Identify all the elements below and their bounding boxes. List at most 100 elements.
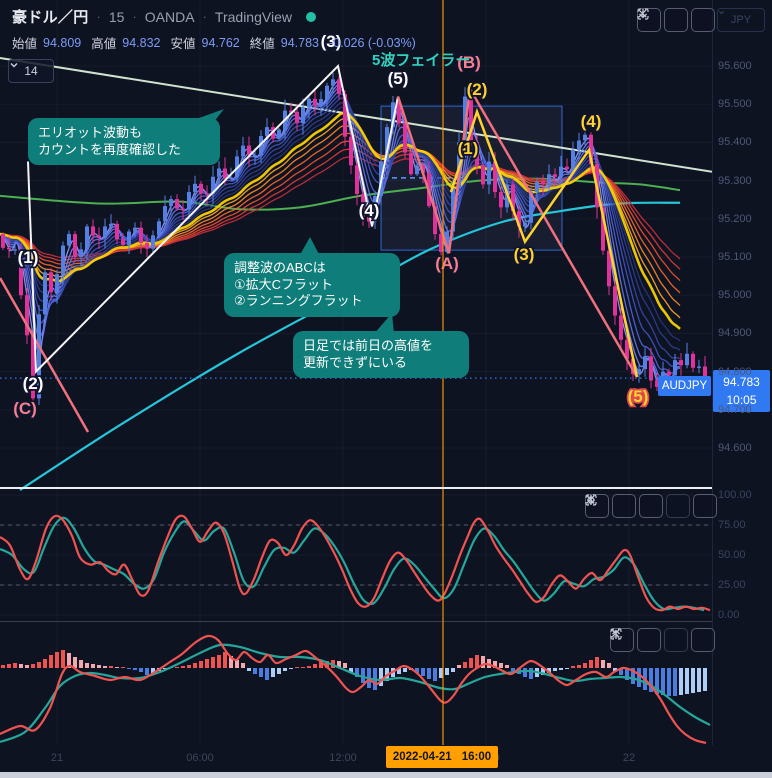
price-axis[interactable]: JPY 94.783 10:05 95.600 95.500 95.400 95.30… (712, 0, 772, 745)
candle-body (187, 192, 191, 210)
move-pane-down-button[interactable] (587, 494, 636, 518)
macd-histogram-bar (265, 668, 269, 680)
candle-body (85, 226, 89, 250)
candle-body (49, 272, 53, 293)
candle-body (451, 188, 455, 232)
wave-label: (3) (321, 32, 342, 51)
wave-degree-selector[interactable]: 14 (8, 59, 54, 83)
candle-body (295, 111, 299, 124)
candle-body (145, 242, 149, 249)
delete-pane-button[interactable] (586, 494, 663, 518)
maximize-pane-button[interactable] (637, 8, 715, 32)
yellow-subwave-line (449, 108, 639, 378)
last-price-chip: 94.783 10:05 (713, 370, 770, 412)
macd-histogram-bar (175, 667, 179, 668)
time-tick: 12:00 (329, 752, 357, 764)
exchange-label[interactable]: OANDA (144, 8, 195, 25)
candle-body (163, 206, 167, 222)
candle-body (523, 222, 527, 227)
candle-body (421, 165, 425, 173)
pane-separator[interactable] (0, 621, 772, 622)
candle-body (619, 315, 623, 340)
chart-canvas[interactable]: (1) (2) (3) (4) (5) (C) (A) (B) (1) (2) (3) (4) (5) (0, 0, 712, 772)
candle-body (685, 353, 689, 366)
macd-histogram-bar (67, 653, 71, 668)
maximize-icon (637, 8, 649, 20)
maximize-pane-button[interactable] (610, 628, 715, 652)
move-pane-up-button[interactable] (610, 628, 634, 652)
macd-histogram-bar (235, 660, 239, 668)
candle-body (37, 314, 41, 399)
macd-histogram-bar (475, 655, 479, 668)
macd-histogram-bar (469, 658, 473, 668)
macd-histogram-bar (187, 665, 191, 668)
candle-body (469, 96, 473, 143)
symbol-title[interactable]: 豪ドル／円 (12, 9, 89, 26)
candle-body (583, 134, 587, 141)
annotation-bubble-daily-high[interactable]: 日足では前日の高値を 更新できずにいる (293, 331, 469, 379)
macd-histogram-bar (277, 668, 281, 674)
candle-body (529, 192, 533, 223)
candle-body (433, 206, 437, 235)
candle-body (109, 223, 113, 227)
delete-pane-button[interactable] (611, 628, 661, 652)
candle-body (277, 129, 281, 139)
title-separator: · (202, 9, 207, 24)
delete-pane-button[interactable] (638, 8, 688, 32)
maximize-pane-button[interactable] (585, 494, 717, 518)
annotation-bubble-elliott[interactable]: エリオット波動も カウントを再度確認した (28, 118, 220, 166)
macd-pane-controls (610, 628, 715, 652)
candle-body (13, 249, 17, 251)
candle-body (25, 295, 29, 336)
macd-histogram-bar (559, 668, 563, 670)
maximize-icon (610, 628, 622, 640)
candle-body (31, 335, 35, 399)
macd-histogram-bar (325, 661, 329, 668)
last-price-value: 94.783 (723, 375, 760, 389)
macd-histogram-bar (667, 668, 671, 696)
collapse-pane-button[interactable] (612, 628, 688, 652)
candle-body (613, 286, 617, 316)
low-label: 安値 (170, 37, 196, 51)
candle-body (7, 247, 11, 250)
macd-histogram-bar (595, 657, 599, 668)
macd-histogram-bar (253, 668, 257, 674)
candle-body (55, 274, 59, 293)
candle-body (487, 161, 491, 185)
currency-unit-button[interactable]: JPY (717, 8, 765, 32)
candle-body (67, 234, 71, 246)
candle-body (169, 199, 173, 207)
macd-histogram-bar (19, 664, 23, 668)
candle-body (289, 110, 293, 112)
macd-histogram-bar (307, 666, 311, 668)
macd-histogram-bar (523, 668, 527, 677)
wave-label: (B) (457, 53, 481, 72)
platform-label[interactable]: TradingView (214, 8, 292, 25)
wave-label: (1) (18, 248, 39, 267)
candle-body (403, 123, 407, 153)
pink-prior-wave-line (0, 277, 90, 433)
macd-histogram-bar (685, 668, 689, 694)
wave-label: (1) (458, 139, 479, 158)
pane-separator[interactable] (0, 487, 772, 489)
price-tick: 94.900 (718, 327, 752, 340)
oscillator-tick: 25.00 (718, 579, 746, 591)
interval-label[interactable]: 15 (108, 8, 125, 25)
candle-body (79, 249, 83, 257)
close-icon (638, 9, 647, 18)
connection-status-icon[interactable] (305, 11, 316, 22)
collapse-pane-button[interactable] (587, 494, 690, 518)
annotation-bubble-abc-correction[interactable]: 調整波のABCは ①拡大Cフラット ②ランニングフラット (224, 253, 400, 317)
annotation-text-five-wave-failure[interactable]: 5波フェイラー (372, 52, 471, 69)
price-tick: 95.500 (718, 98, 752, 111)
candle-body (151, 235, 155, 249)
candle-body (241, 145, 245, 157)
macd-histogram-bar (145, 668, 149, 675)
low-value: 94.762 (201, 35, 240, 50)
macd-histogram-bar (625, 668, 629, 680)
chart-legend[interactable]: 豪ドル／円 · 15 · OANDA · TradingView (12, 6, 316, 27)
crosshair-date-chip: 2022-04-21 16:00 (386, 746, 498, 768)
macd-histogram-bar (229, 656, 233, 668)
macd-histogram-bar (655, 668, 659, 694)
